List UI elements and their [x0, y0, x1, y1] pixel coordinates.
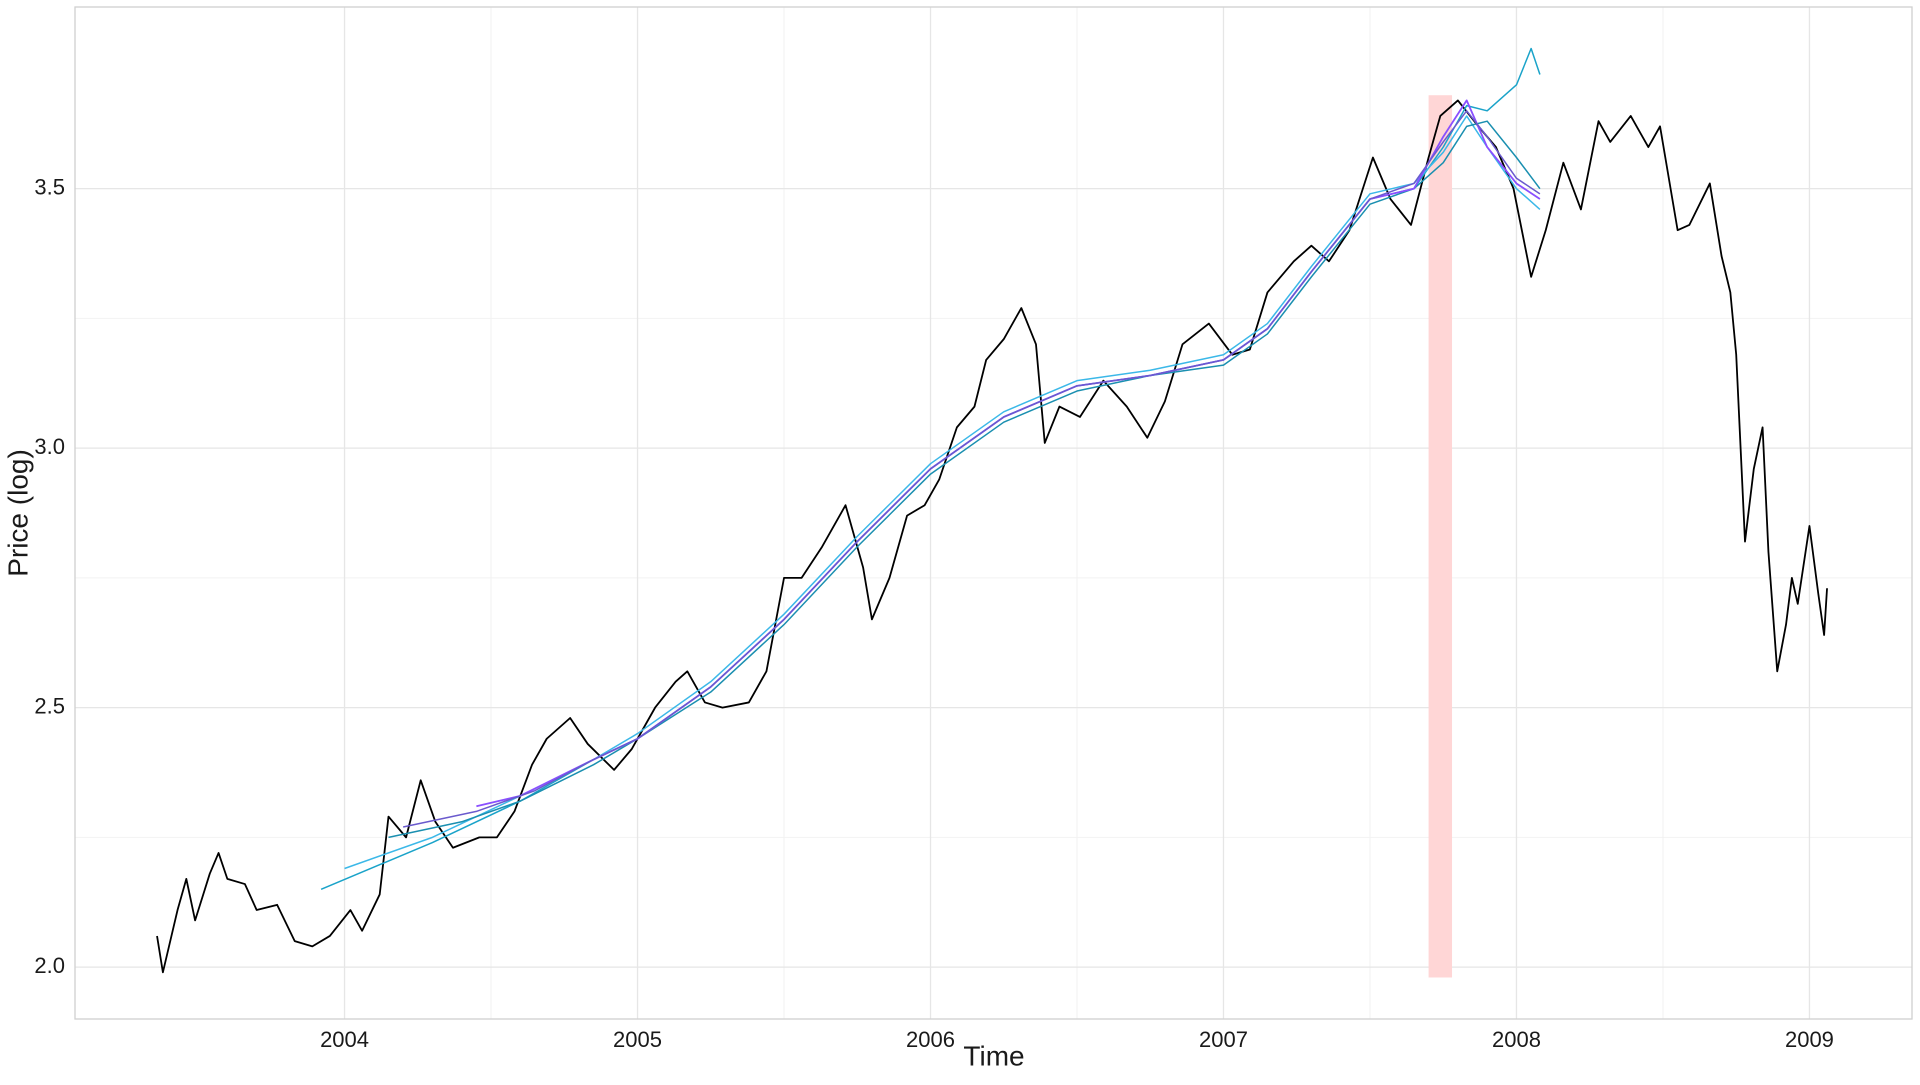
x-tick-label: 2007 [1199, 1027, 1248, 1052]
price-line [344, 115, 1541, 870]
price-line [156, 99, 1828, 974]
x-tick-label: 2006 [906, 1027, 955, 1052]
y-tick-label: 3.5 [34, 174, 65, 199]
y-tick-label: 2.0 [34, 953, 65, 978]
panel-border [74, 6, 1913, 1020]
x-tick-label: 2004 [320, 1027, 369, 1052]
price-line [402, 110, 1541, 828]
x-tick-label: 2008 [1492, 1027, 1541, 1052]
y-tick-label: 2.5 [34, 693, 65, 718]
y-tick-label: 3.0 [34, 434, 65, 459]
price-line [476, 99, 1541, 808]
price-line [388, 120, 1541, 839]
x-tick-label: 2005 [613, 1027, 662, 1052]
x-tick-label: 2009 [1785, 1027, 1834, 1052]
shaded-region [1428, 95, 1453, 978]
x-axis-title: Time [963, 1040, 1024, 1071]
y-axis-title: Price (log) [2, 449, 33, 577]
